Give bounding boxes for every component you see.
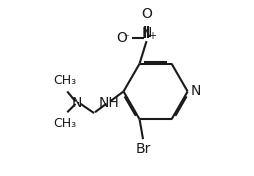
Text: O: O — [116, 31, 127, 45]
Text: N: N — [72, 96, 82, 110]
Text: Br: Br — [135, 142, 151, 156]
Text: CH₃: CH₃ — [53, 117, 76, 130]
Text: ⁻: ⁻ — [123, 33, 129, 43]
Text: O: O — [141, 7, 152, 21]
Text: N: N — [191, 84, 201, 98]
Text: CH₃: CH₃ — [53, 74, 76, 87]
Text: N: N — [141, 26, 152, 40]
Text: +: + — [148, 31, 156, 41]
Text: NH: NH — [99, 96, 119, 110]
